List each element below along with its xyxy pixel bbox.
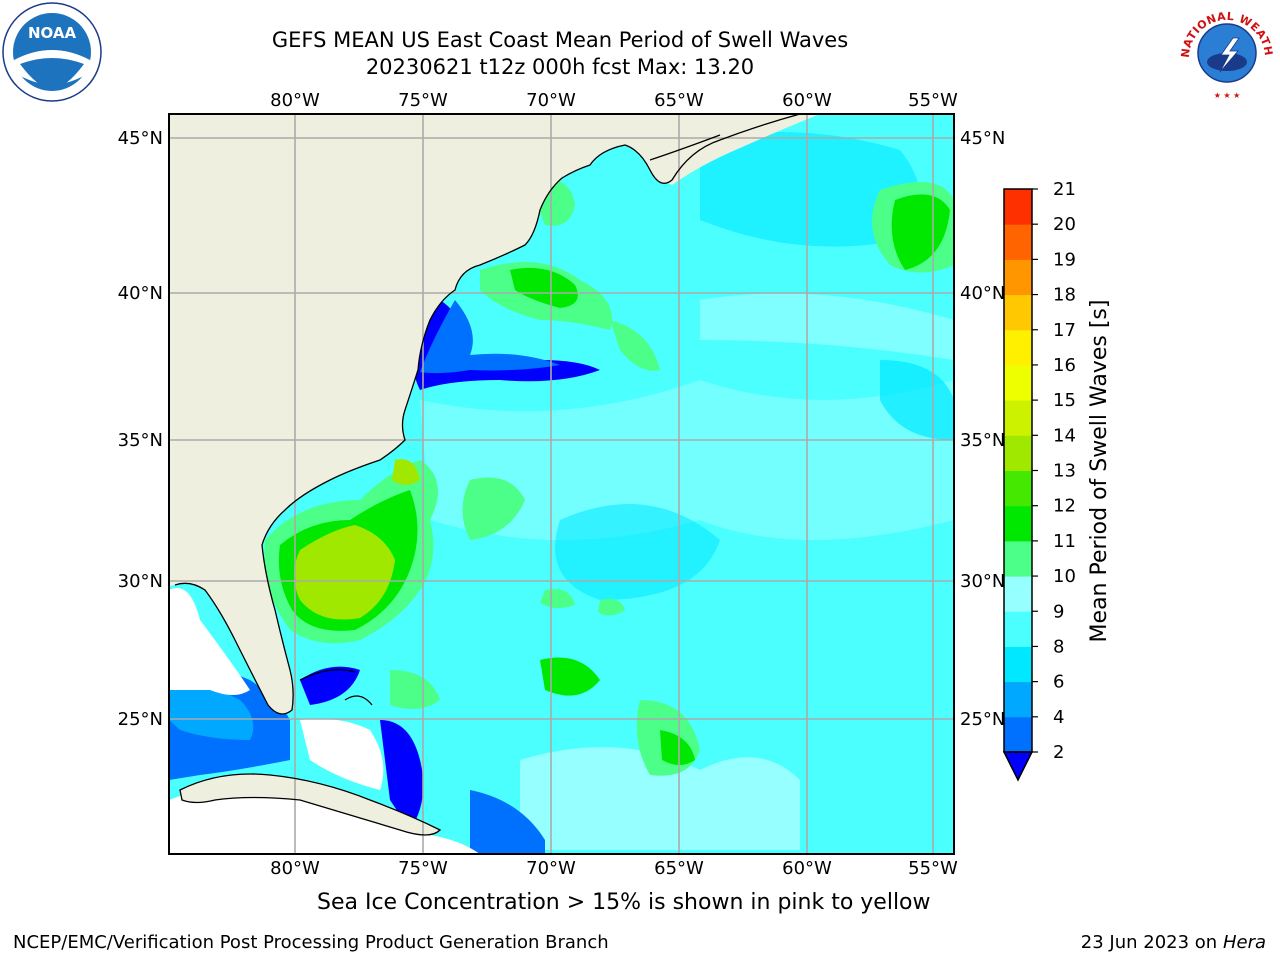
svg-text:★ ★ ★: ★ ★ ★ xyxy=(1214,91,1241,100)
lat-label: 40°N xyxy=(960,283,1005,304)
colorbar-tick-label: 15 xyxy=(1053,390,1076,411)
lon-label: 80°W xyxy=(270,858,320,879)
coastline xyxy=(174,114,801,836)
chart-subtitle: 20230621 t12z 000h fcst Max: 13.20 xyxy=(365,55,755,79)
map-area xyxy=(169,114,954,854)
colorbar-cell xyxy=(1004,224,1032,260)
colorbar-tick-label: 11 xyxy=(1053,531,1076,552)
colorbar-label: Mean Period of Swell Waves [s] xyxy=(1087,300,1112,643)
colorbar-tick-label: 9 xyxy=(1053,601,1064,622)
colorbar-tick-label: 18 xyxy=(1053,285,1076,306)
lat-label: 30°N xyxy=(118,571,163,592)
colorbar-tick-label: 20 xyxy=(1053,214,1076,235)
lat-label: 30°N xyxy=(960,571,1005,592)
colorbar-tick-label: 16 xyxy=(1053,355,1076,376)
colorbar-tick-label: 14 xyxy=(1053,425,1076,446)
colorbar-tick-label: 17 xyxy=(1053,320,1076,341)
map-frame xyxy=(168,113,955,855)
colorbar-cell xyxy=(1004,259,1032,296)
graticule xyxy=(169,114,954,854)
lon-label: 55°W xyxy=(908,90,958,111)
colorbar-cell xyxy=(1004,329,1032,366)
nws-logo: NATIONAL WEATHER SERVICE ★ ★ ★ xyxy=(1176,2,1277,103)
colorbar-cell xyxy=(1004,400,1032,436)
lon-label: 55°W xyxy=(908,858,958,879)
footer-organization: NCEP/EMC/Verification Post Processing Pr… xyxy=(13,932,609,953)
colorbar-tick-label: 12 xyxy=(1053,496,1076,517)
colorbar-tick-label: 19 xyxy=(1053,249,1076,270)
colorbar-cell xyxy=(1004,611,1032,647)
lat-label: 45°N xyxy=(118,128,163,149)
lon-label: 65°W xyxy=(654,90,704,111)
lon-label: 60°W xyxy=(782,90,832,111)
colorbar-tick-label: 6 xyxy=(1053,672,1064,693)
colorbar-tick-label: 21 xyxy=(1053,179,1076,200)
lat-label: 35°N xyxy=(960,430,1005,451)
lon-label: 80°W xyxy=(270,90,320,111)
noaa-logo: NOAA xyxy=(2,2,102,102)
colorbar-cell xyxy=(1004,505,1032,542)
lat-label: 35°N xyxy=(118,430,163,451)
colorbar-tick-label: 10 xyxy=(1053,566,1076,587)
colorbar-cell xyxy=(1004,470,1032,507)
colorbar-cell xyxy=(1004,189,1032,225)
lon-label: 60°W xyxy=(782,858,832,879)
lat-label: 45°N xyxy=(960,128,1005,149)
colorbar-cell xyxy=(1004,435,1032,471)
lon-label: 65°W xyxy=(654,858,704,879)
lat-label: 25°N xyxy=(118,709,163,730)
noaa-logo-text: NOAA xyxy=(28,24,77,42)
lat-label: 40°N xyxy=(118,283,163,304)
footer-date-text: 23 Jun 2023 on xyxy=(1080,932,1218,953)
colorbar: 2 4 6 8 9 10 11 12 13 14 15 16 17 18 19 20 21 Mean Perio… xyxy=(1002,179,1112,782)
colorbar-cell xyxy=(1004,576,1032,612)
colorbar-cell xyxy=(1004,540,1032,577)
colorbar-cells xyxy=(1004,189,1032,753)
lon-label: 75°W xyxy=(398,90,448,111)
colorbar-cell xyxy=(1004,681,1032,718)
lon-label: 75°W xyxy=(398,858,448,879)
footer-system: Hera xyxy=(1222,932,1266,953)
colorbar-tick-label: 4 xyxy=(1053,707,1064,728)
colorbar-under-triangle xyxy=(1002,751,1034,782)
colorbar-tick-label: 2 xyxy=(1053,742,1064,763)
lon-labels-bottom: 80°W 75°W 70°W 65°W 60°W 55°W xyxy=(270,858,958,879)
lon-labels-top: 80°W 75°W 70°W 65°W 60°W 55°W xyxy=(270,90,958,111)
colorbar-cell xyxy=(1004,294,1032,331)
lon-label: 70°W xyxy=(526,90,576,111)
colorbar-cell xyxy=(1004,364,1032,401)
colorbar-ticks: 2 4 6 8 9 10 11 12 13 14 15 16 17 18 19 20 21 xyxy=(1032,179,1076,763)
lon-label: 70°W xyxy=(526,858,576,879)
chart-title: GEFS MEAN US East Coast Mean Period of S… xyxy=(271,28,849,52)
lat-labels-left: 45°N 40°N 35°N 30°N 25°N xyxy=(118,128,163,730)
sea-ice-note: Sea Ice Concentration > 15% is shown in … xyxy=(317,890,931,915)
colorbar-tick-label: 8 xyxy=(1053,636,1064,657)
colorbar-cell xyxy=(1004,716,1032,753)
lat-labels-right: 45°N 40°N 35°N 30°N 25°N xyxy=(960,128,1005,730)
footer-date: 23 Jun 2023 on Hera xyxy=(1081,932,1266,953)
lat-label: 25°N xyxy=(960,709,1005,730)
colorbar-tick-label: 13 xyxy=(1053,461,1076,482)
colorbar-cell xyxy=(1004,646,1032,683)
